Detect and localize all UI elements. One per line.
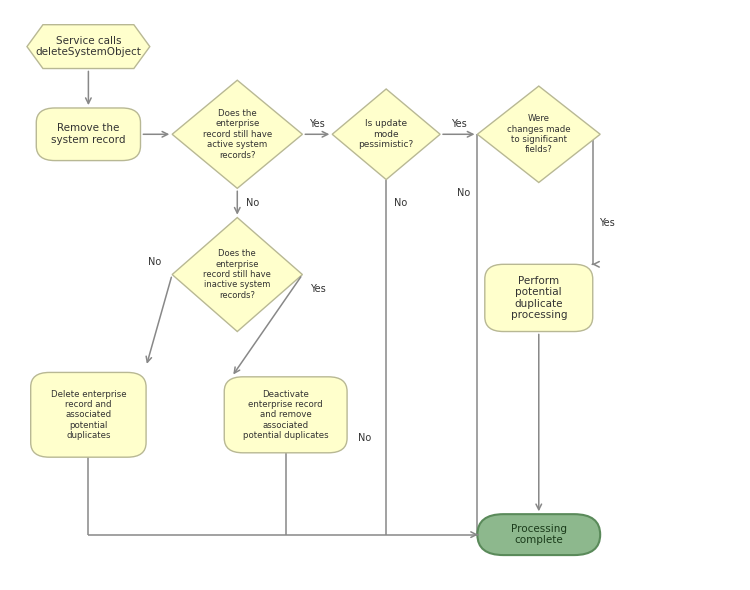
FancyBboxPatch shape	[477, 514, 600, 555]
Text: Delete enterprise
record and
associated
potential
duplicates: Delete enterprise record and associated …	[50, 389, 126, 440]
Text: Deactivate
enterprise record
and remove
associated
potential duplicates: Deactivate enterprise record and remove …	[243, 389, 328, 440]
Text: No: No	[457, 188, 470, 198]
Text: Were
changes made
to significant
fields?: Were changes made to significant fields?	[507, 114, 571, 155]
FancyBboxPatch shape	[484, 264, 592, 332]
Polygon shape	[332, 89, 440, 179]
Text: Yes: Yes	[310, 119, 326, 129]
Text: Does the
enterprise
record still have
inactive system
records?: Does the enterprise record still have in…	[203, 249, 272, 300]
FancyBboxPatch shape	[31, 372, 146, 457]
Text: No: No	[246, 198, 259, 208]
Text: Yes: Yes	[598, 218, 614, 228]
Text: Processing
complete: Processing complete	[511, 524, 567, 545]
FancyBboxPatch shape	[36, 108, 140, 160]
Text: Perform
potential
duplicate
processing: Perform potential duplicate processing	[511, 276, 567, 320]
Polygon shape	[172, 80, 302, 188]
Text: Yes: Yes	[451, 119, 466, 129]
Text: Remove the
system record: Remove the system record	[51, 123, 126, 145]
Text: Is update
mode
pessimistic?: Is update mode pessimistic?	[358, 119, 414, 149]
Text: No: No	[358, 433, 371, 443]
Polygon shape	[477, 86, 600, 182]
Text: Service calls
deleteSystemObject: Service calls deleteSystemObject	[35, 36, 141, 57]
FancyBboxPatch shape	[224, 377, 347, 453]
Polygon shape	[172, 218, 302, 332]
Text: Yes: Yes	[310, 284, 326, 294]
Text: Does the
enterprise
record still have
active system
records?: Does the enterprise record still have ac…	[202, 109, 272, 159]
Polygon shape	[27, 25, 150, 68]
Text: No: No	[394, 198, 406, 208]
Text: No: No	[148, 257, 161, 267]
